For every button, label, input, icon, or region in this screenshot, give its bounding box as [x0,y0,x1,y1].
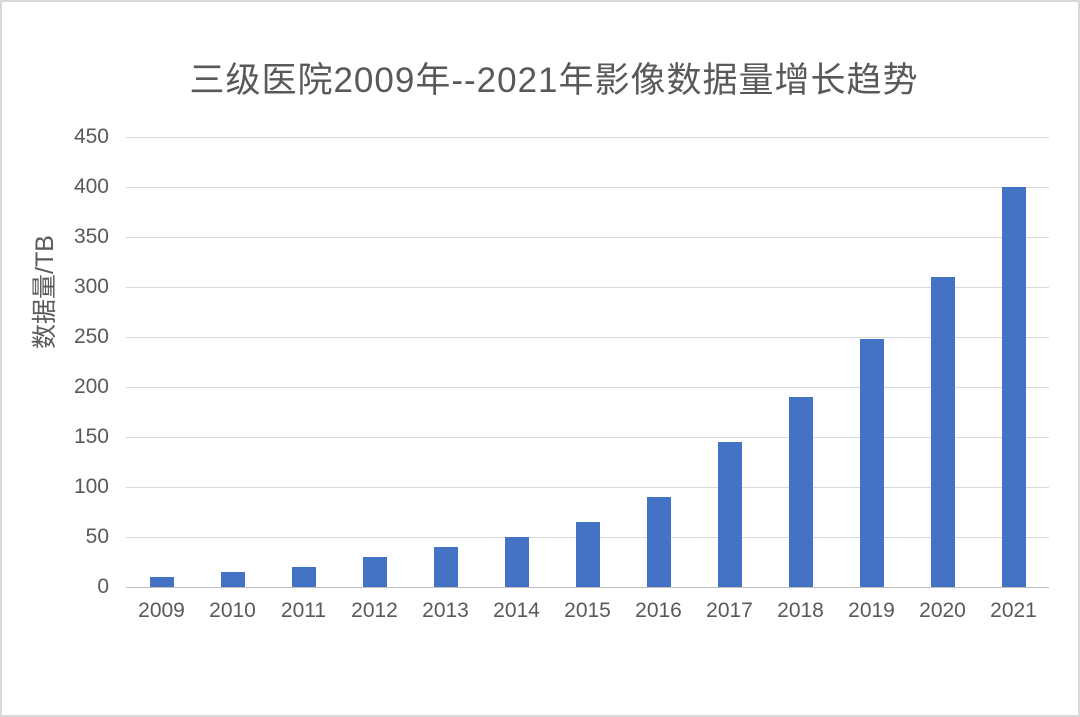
x-tick-label-2009: 2009 [138,599,185,622]
y-tick-label-100: 100 [73,475,109,498]
x-tick-label-2019: 2019 [848,599,895,622]
x-tick-label-2018: 2018 [777,599,824,622]
bar-2009 [149,577,174,587]
y-tick-label-200: 200 [73,375,109,398]
bar-2020 [930,277,955,587]
gridline-100 [126,487,1049,488]
gridline-200 [126,387,1049,388]
y-tick-label-250: 250 [73,325,109,348]
chart-title: 三级医院2009年--2021年影像数据量增长趋势 [189,61,919,100]
y-tick-label-150: 150 [73,425,109,448]
y-tick-label-0: 0 [97,575,109,598]
bar-2021 [1001,187,1026,587]
x-tick-label-2020: 2020 [919,599,966,622]
bar-2018 [788,397,813,587]
bar-2010 [220,572,245,587]
gridline-450 [126,137,1049,138]
y-tick-label-450: 450 [73,125,109,148]
y-tick-label-50: 50 [85,525,109,548]
x-tick-label-2011: 2011 [280,599,327,622]
y-tick-label-350: 350 [73,225,109,248]
plot-area [126,137,1049,588]
gridline-250 [126,337,1049,338]
x-tick-label-2013: 2013 [422,599,469,622]
bar-2019 [859,339,884,587]
x-tick-label-2015: 2015 [564,599,611,622]
bar-2017 [717,442,742,587]
x-tick-label-2014: 2014 [493,599,540,622]
x-axis-line [126,587,1049,588]
y-tick-label-300: 300 [73,275,109,298]
x-axis-tick-labels: 2009 2010 2011 2012 2013 2014 2015 2016 2017 2018… [126,599,1049,627]
x-tick-label-2012: 2012 [351,599,398,622]
bar-2014 [504,537,529,587]
bar-2013 [433,547,458,587]
x-tick-label-2010: 2010 [209,599,256,622]
y-axis-tick-labels: 0 50 100 150 200 250 300 350 400 450 [2,125,109,598]
x-tick-label-2021: 2021 [990,599,1037,622]
gridline-400 [126,187,1049,188]
bar-2012 [362,557,387,587]
gridline-300 [126,287,1049,288]
x-tick-label-2016: 2016 [635,599,682,622]
bar-2016 [646,497,671,587]
gridline-150 [126,437,1049,438]
y-tick-label-400: 400 [73,175,109,198]
bar-2015 [575,522,600,587]
bar-2011 [291,567,316,587]
gridline-350 [126,237,1049,238]
x-tick-label-2017: 2017 [706,599,753,622]
